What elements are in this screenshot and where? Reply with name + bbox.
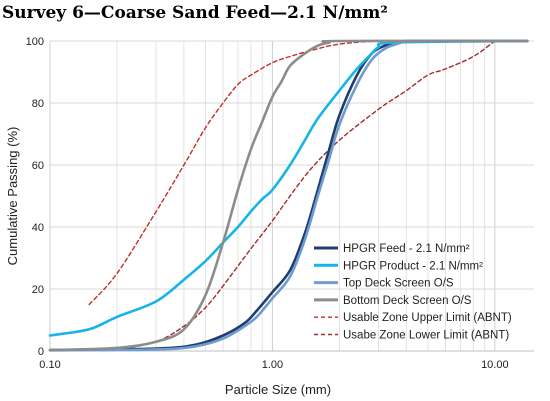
grid: [49, 40, 534, 352]
legend-label: HPGR Product - 2.1 N/mm²: [343, 260, 483, 272]
x-tick-label: 1.00: [262, 359, 283, 371]
legend-label: Usable Zone Upper Limit (ABNT): [343, 312, 512, 324]
legend-label: HPGR Feed - 2.1 N/mm²: [343, 243, 470, 255]
series-line-6: [88, 40, 496, 351]
chart-title: Survey 6—Coarse Sand Feed—2.1 N/mm²: [2, 3, 388, 23]
y-tick-label: 0: [38, 346, 44, 358]
y-tick-label: 100: [26, 36, 44, 48]
series-line-2: [48, 39, 529, 337]
legend-label: Bottom Deck Screen O/S: [343, 295, 472, 307]
y-tick-label: 20: [32, 284, 44, 296]
y-tick-label: 40: [32, 222, 44, 234]
y-tick-label: 80: [32, 98, 44, 110]
legend-label: Usabe Zone Lower Limit (ABNT): [343, 330, 509, 342]
series-line-3: [48, 39, 529, 352]
legend: HPGR Feed - 2.1 N/mm² HPGR Product - 2.1 …: [314, 243, 512, 342]
x-tick-label: 0.10: [39, 359, 60, 371]
x-axis-label: Particle Size (mm): [225, 382, 331, 397]
series-lines: [48, 39, 529, 352]
legend-label: Top Deck Screen O/S: [343, 278, 454, 290]
y-tick-label: 60: [32, 160, 44, 172]
series-line-5: [88, 40, 447, 306]
series-line-4: [48, 39, 529, 352]
y-axis-label: Cumulative Passing (%): [5, 127, 20, 266]
x-tick-label: 10.00: [481, 359, 509, 371]
